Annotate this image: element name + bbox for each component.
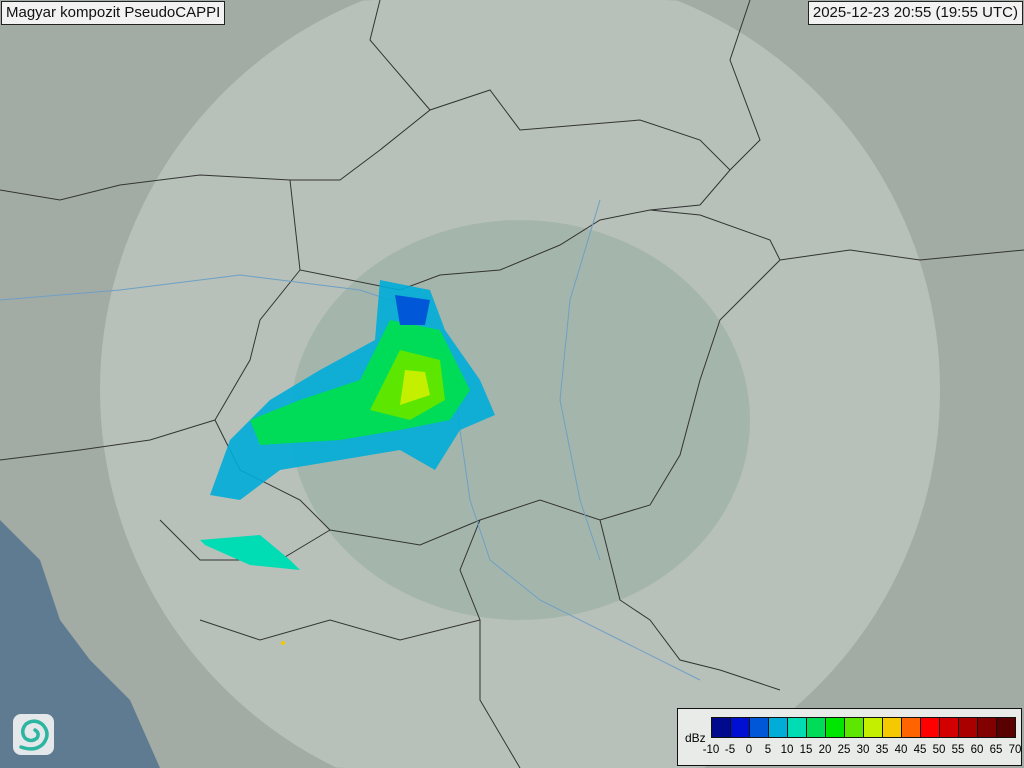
legend-tick-label: 55 [951,744,965,756]
legend-color-cell [921,718,940,737]
swirl-logo-icon [13,714,54,755]
legend-tick-label: 40 [894,744,908,756]
legend-color-cell [959,718,978,737]
legend-color-cell [750,718,769,737]
legend-color-cell [997,718,1015,737]
timestamp: 2025-12-23 20:55 (19:55 UTC) [807,1,1023,25]
legend-tick-label: 25 [837,744,851,756]
product-title: Magyar kompozit PseudoCAPPI [1,1,226,25]
legend-color-cell [883,718,902,737]
legend-unit: dBz [685,731,706,745]
legend-tick-label: 15 [799,744,813,756]
legend-color-cell [731,718,750,737]
legend-color-cell [940,718,959,737]
radar-echoes [180,280,495,645]
legend-color-cell [845,718,864,737]
legend-color-bar [711,717,1016,738]
legend-tick-label: 35 [875,744,889,756]
legend-color-cell [902,718,921,737]
legend-color-cell [788,718,807,737]
legend-tick-label: -5 [724,744,736,756]
legend-color-cell [807,718,826,737]
legend-color-cell [712,718,731,737]
legend-color-cell [864,718,883,737]
legend-tick-label: 0 [745,744,753,756]
sea-adriatic [0,520,160,768]
legend-tick-label: 70 [1008,744,1022,756]
legend-tick-label: 50 [932,744,946,756]
dbz-legend: dBz -10 -5 0 5 10 15 20 25 30 35 40 45 50 55 60 65 70 [677,708,1022,766]
legend-tick-label: 45 [913,744,927,756]
legend-tick-label: -10 [702,744,720,756]
legend-ticks: -10 -5 0 5 10 15 20 25 30 35 40 45 50 55 60 65 70 [703,742,1022,758]
legend-tick-label: 20 [818,744,832,756]
legend-tick-label: 65 [989,744,1003,756]
legend-tick-label: 60 [970,744,984,756]
legend-color-cell [826,718,845,737]
legend-color-cell [978,718,997,737]
legend-color-cell [769,718,788,737]
legend-tick-label: 30 [856,744,870,756]
legend-tick-label: 10 [780,744,794,756]
radar-coverage [100,0,940,768]
legend-tick-label: 5 [764,744,772,756]
